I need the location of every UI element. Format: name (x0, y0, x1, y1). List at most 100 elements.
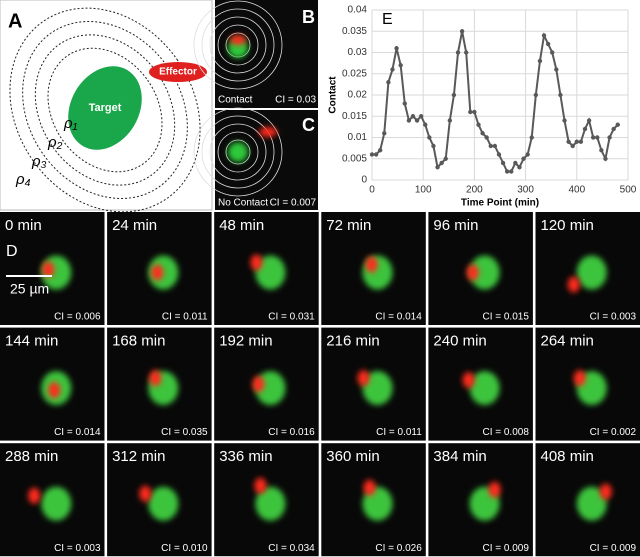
y-tick-label: 0.01 (348, 132, 368, 143)
ring-label: ρ₂ (47, 134, 63, 151)
ring-label: ρ₁ (63, 115, 78, 132)
time-label: 216 min (326, 333, 379, 350)
panel-label: E (382, 11, 393, 28)
y-tick-label: 0.015 (342, 111, 367, 122)
y-tick-label: 0.03 (348, 47, 368, 58)
effector-label: Effector (159, 67, 197, 78)
caption: No Contact (218, 198, 268, 209)
effector-cell (357, 370, 370, 387)
target-cell (255, 486, 286, 521)
panel-label: D (6, 243, 18, 260)
ci-label: CI = 0.035 (161, 427, 208, 438)
data-point (566, 139, 571, 144)
data-point (578, 139, 584, 144)
panel-e (320, 0, 640, 210)
data-point (582, 126, 588, 132)
data-point (386, 80, 391, 85)
data-point (480, 131, 485, 136)
data-point (439, 160, 444, 166)
data-point (496, 152, 502, 157)
data-point (377, 148, 383, 153)
ci-label: CI = 0.009 (482, 543, 529, 554)
effector-cell (42, 261, 55, 278)
data-point (562, 118, 567, 123)
data-point (443, 156, 448, 161)
data-point (595, 135, 600, 140)
data-point (402, 101, 407, 106)
target-cell (469, 371, 500, 406)
ci-label: CI = 0.010 (161, 543, 208, 554)
data-point (574, 139, 579, 144)
time-label: 192 min (219, 333, 272, 350)
time-label: 360 min (326, 448, 379, 465)
y-tick-label: 0.025 (342, 68, 367, 79)
panel-label: C (302, 115, 315, 135)
ci-label: CI = 0.008 (482, 427, 529, 438)
data-point (541, 33, 547, 38)
effector-cell (149, 62, 207, 82)
data-point (406, 118, 412, 123)
data-point (423, 122, 428, 127)
target-cell (469, 255, 500, 290)
data-point (590, 135, 596, 140)
effector-cell (488, 481, 501, 498)
data-point (492, 143, 498, 149)
ci-label: CI = 0.011 (376, 427, 422, 438)
x-tick-label: 100 (415, 185, 432, 196)
data-point (550, 50, 555, 55)
chart: 0 0.005 0.01 0.015 0.02 0.025 0.03 0.035 0.04 0 10… (342, 5, 637, 196)
time-label: 264 min (541, 333, 594, 350)
data-point (525, 152, 530, 157)
data-point (537, 58, 543, 64)
x-tick-label: 0 (369, 185, 375, 196)
time-label: 384 min (433, 448, 486, 465)
x-tick-label: 500 (620, 185, 637, 196)
y-tick-label: 0 (361, 175, 367, 186)
data-point (468, 109, 473, 115)
time-label: 288 min (5, 448, 58, 465)
data-point (369, 152, 375, 157)
time-label: 120 min (541, 217, 594, 234)
target-cell (148, 486, 179, 521)
target-cell (576, 255, 607, 290)
ci-label: CI = 0.003 (590, 312, 637, 323)
target-cell (68, 66, 142, 150)
effector-cell (259, 127, 277, 137)
ci-label: CI = 0.03 (275, 95, 316, 106)
ci-label: CI = 0.002 (590, 427, 637, 438)
effector-cell (462, 372, 475, 389)
effector-cell (466, 264, 479, 281)
y-tick-label: 0.02 (348, 90, 368, 101)
time-label: 408 min (541, 448, 594, 465)
panel-d: 0 min CI = 0.006 24 min CI = 0.011 48 min CI … (0, 212, 640, 557)
caption: Contact (218, 95, 253, 106)
data-point (615, 122, 620, 127)
effector-cell (363, 479, 376, 496)
data-point (431, 143, 436, 149)
data-point (398, 63, 403, 68)
data-point (529, 135, 534, 140)
ci-label: CI = 0.007 (270, 198, 317, 209)
x-axis-title: Time Point (min) (461, 198, 539, 209)
data-point (504, 169, 510, 174)
data-point (476, 122, 481, 127)
data-point (554, 67, 559, 72)
target-cell (362, 371, 393, 406)
data-point (418, 114, 424, 119)
target-cell (255, 255, 286, 290)
effector-cell (139, 485, 152, 502)
ci-label: CI = 0.011 (162, 312, 208, 323)
effector-cell (250, 254, 263, 271)
scale-label: 25 µm (10, 281, 49, 297)
ci-label: CI = 0.034 (268, 543, 315, 554)
data-point (435, 165, 440, 170)
x-tick-label: 200 (466, 185, 483, 196)
ring-label: ρ₃ (31, 153, 47, 170)
y-axis-title: Contact (328, 76, 339, 114)
data-point (459, 29, 465, 34)
time-label: 168 min (112, 333, 165, 350)
effector-cell (365, 256, 378, 273)
ci-label: CI = 0.026 (375, 543, 422, 554)
target-cell (576, 486, 607, 521)
target-label: Target (89, 102, 122, 114)
